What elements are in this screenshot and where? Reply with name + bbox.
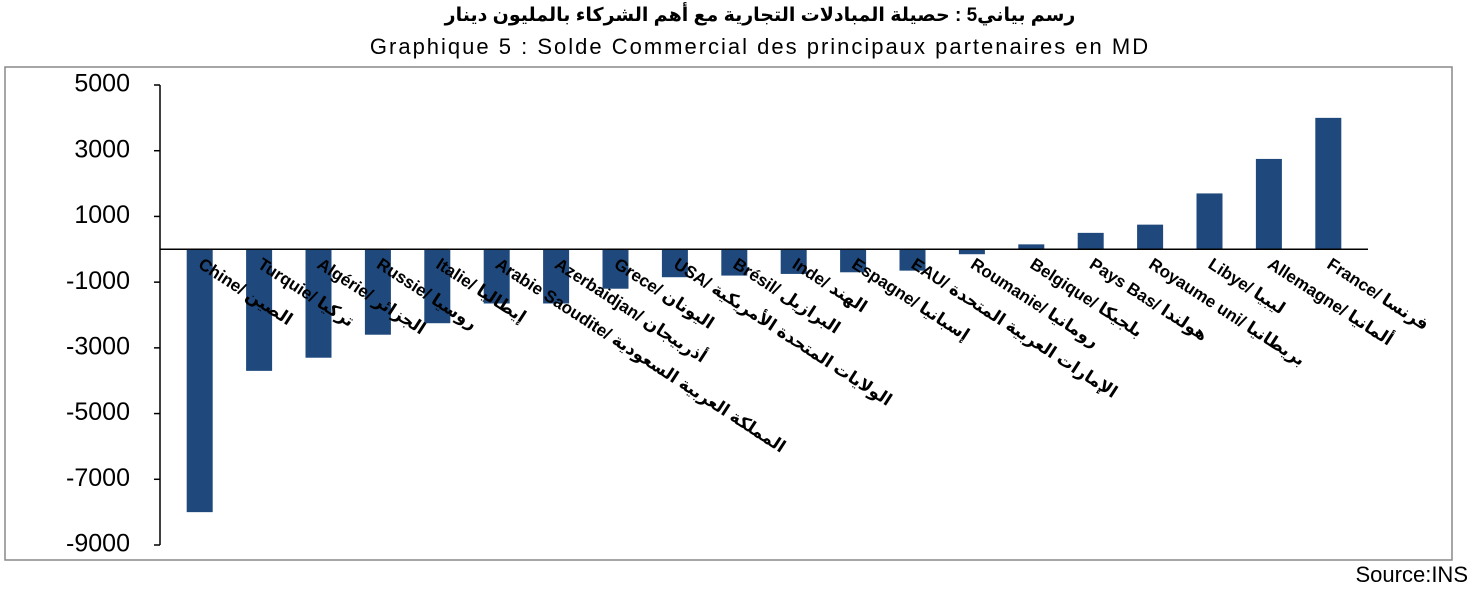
y-tick-label: 3000 [74, 135, 130, 163]
bar [1077, 232, 1104, 250]
bar [424, 249, 451, 324]
bar [305, 249, 332, 358]
bar [1018, 244, 1045, 250]
y-tick-label: 5000 [74, 70, 130, 98]
source: Source:INS [1356, 562, 1469, 587]
bar [899, 249, 926, 271]
bar [1255, 158, 1282, 250]
chart-title-ar: رسم بياني5 : حصيلة المبادلات التجارية مع… [444, 2, 1076, 26]
bar [483, 249, 510, 304]
bar [1137, 224, 1164, 250]
chart-title: Graphique 5 : Solde Commercial des princ… [370, 34, 1150, 59]
bar [1196, 193, 1223, 250]
y-tick-label: -5000 [66, 398, 130, 426]
bar [780, 249, 807, 274]
bar [364, 249, 391, 335]
y-tick-label: 1000 [74, 201, 130, 229]
bar [246, 249, 273, 371]
bar [661, 249, 688, 278]
bar [543, 249, 570, 304]
bar [1315, 117, 1342, 250]
y-tick-label: -3000 [66, 332, 130, 360]
bar [721, 249, 748, 276]
bar [958, 249, 985, 255]
bar [186, 249, 213, 513]
chart-frame [4, 66, 1453, 561]
y-tick-label: -1000 [66, 267, 130, 295]
y-tick-label: -7000 [66, 464, 130, 492]
bar [840, 249, 867, 273]
y-tick-label: -9000 [66, 530, 130, 558]
bar [602, 249, 629, 289]
